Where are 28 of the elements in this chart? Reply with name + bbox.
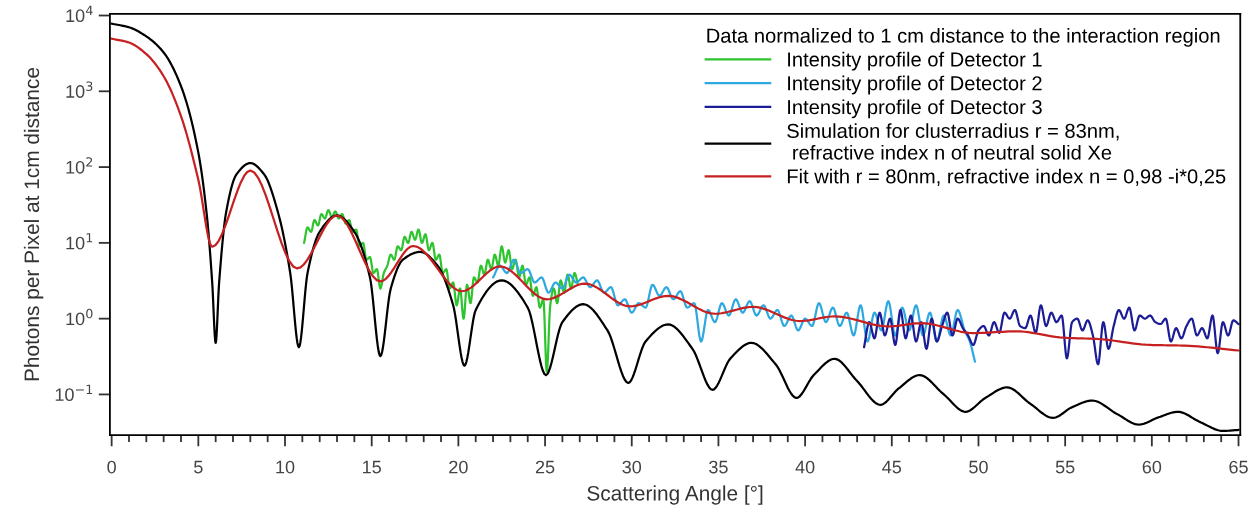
x-tick-label: 20 bbox=[449, 460, 468, 474]
x-tick-label: 15 bbox=[363, 460, 381, 474]
x-tick-label: 45 bbox=[882, 460, 902, 474]
x-tick-label: 35 bbox=[709, 460, 728, 474]
x-tick-label: 40 bbox=[795, 460, 815, 474]
x-tick-label: 50 bbox=[969, 460, 988, 474]
x-tick-label: 25 bbox=[535, 460, 555, 474]
x-tick-label: 55 bbox=[1055, 460, 1075, 474]
legend-label: Fit with r = 80nm, refractive index n = 0,98 -i*0,25 bbox=[787, 168, 1226, 186]
x-tick-label: 30 bbox=[622, 460, 642, 474]
y-tick-label: 10$^{2}$ bbox=[66, 157, 93, 174]
y-tick-label: 10$^{0}$ bbox=[66, 308, 93, 326]
x-tick-label: 65 bbox=[1229, 460, 1248, 474]
x-tick-label: 0 bbox=[107, 460, 116, 474]
y-tick-label: 10$^{4}$ bbox=[66, 5, 93, 23]
x-tick-label: 60 bbox=[1142, 460, 1162, 474]
y-tick-label: 10$^{−1}$ bbox=[55, 384, 93, 402]
legend-label: Intensity profile of Detector 2 bbox=[788, 75, 1042, 95]
legend-label: Intensity profile of Detector 3 bbox=[788, 99, 1042, 119]
legend-label: Intensity profile of Detector 1 bbox=[788, 51, 1042, 71]
x-tick-label: 10 bbox=[276, 460, 295, 474]
legend-title: Data normalized to 1 cm distance to the interaction region bbox=[707, 28, 1220, 47]
x-tick-label: 5 bbox=[194, 460, 203, 474]
y-tick-label: 10$^{1}$ bbox=[66, 233, 93, 250]
x-axis-title: Scattering Angle [°] bbox=[587, 485, 763, 505]
y-axis-title: Photons per Pixel at 1cm distance bbox=[23, 67, 44, 381]
y-tick-label: 10$^{3}$ bbox=[66, 81, 93, 98]
legend-label: Simulation for clusterradius r = 83nm, refractive index n of neutral solid Xe bbox=[787, 123, 1119, 160]
